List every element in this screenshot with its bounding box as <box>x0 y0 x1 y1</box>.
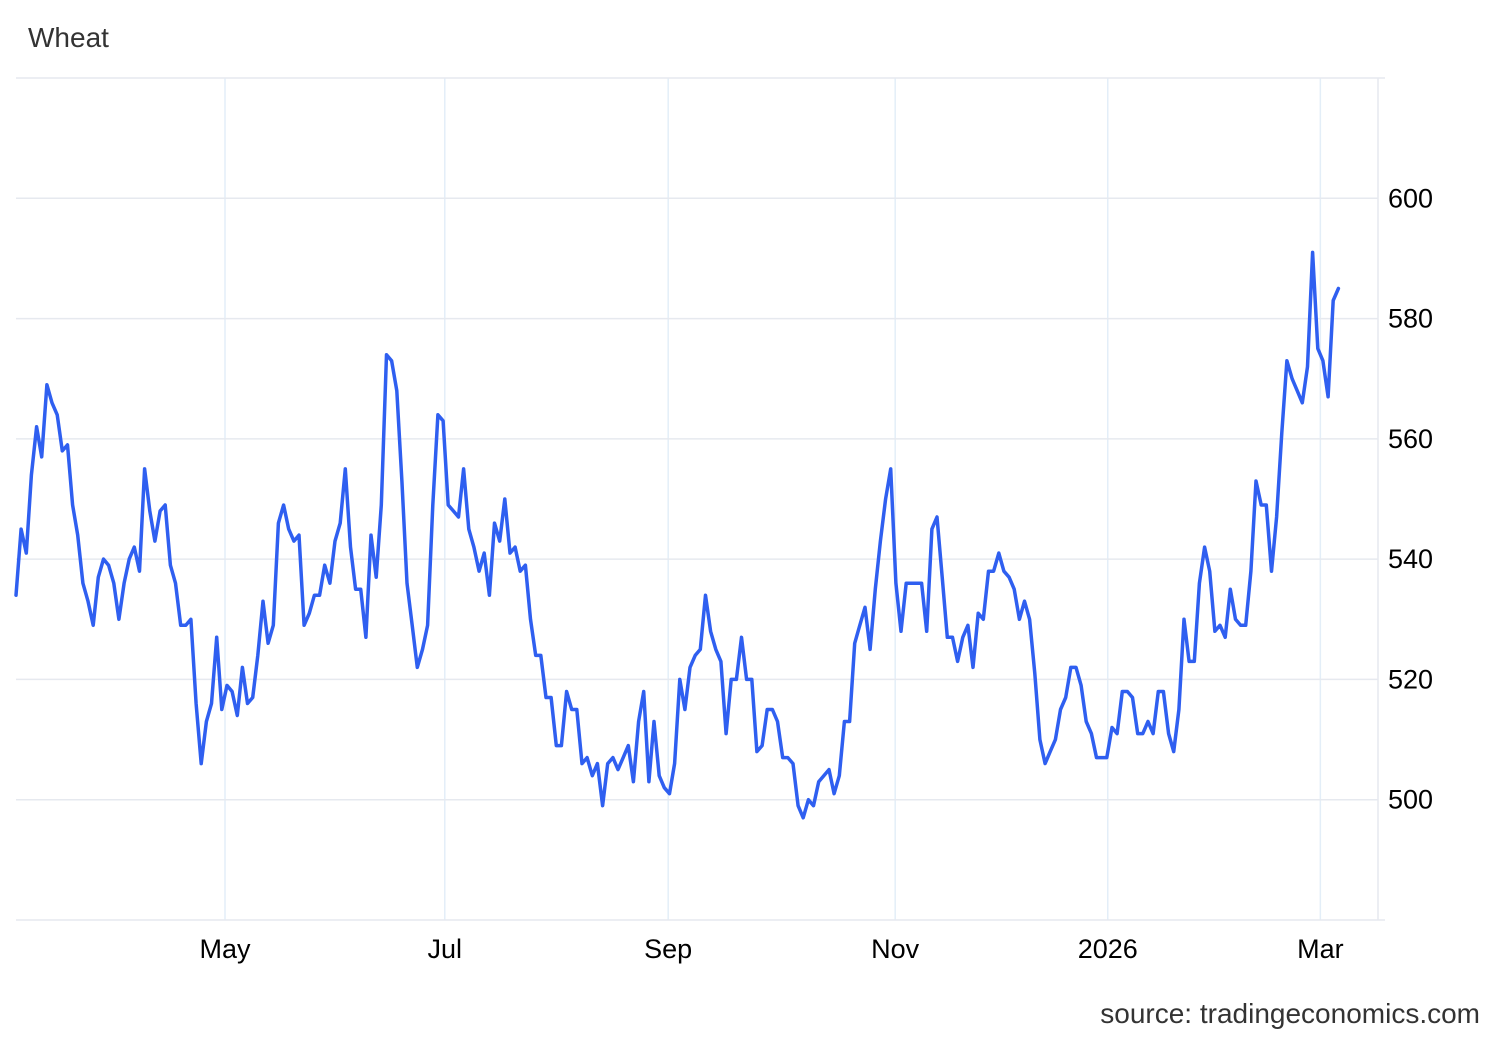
y-tick-label: 520 <box>1388 664 1433 694</box>
vertical-gridlines <box>224 78 1322 920</box>
y-tick-label: 540 <box>1388 544 1433 574</box>
x-tick-label: 2026 <box>1078 934 1138 964</box>
x-tick-label: Jul <box>428 934 463 964</box>
x-tick-label: Sep <box>644 934 692 964</box>
source-credit: source: tradingeconomics.com <box>1100 998 1480 1029</box>
y-tick-label: 600 <box>1388 183 1433 213</box>
x-tick-label: Mar <box>1297 934 1344 964</box>
x-tick-label: Nov <box>871 934 920 964</box>
y-tick-label: 560 <box>1388 424 1433 454</box>
y-tick-label: 580 <box>1388 304 1433 334</box>
plot-frame <box>16 77 1385 921</box>
x-tick-label: May <box>199 934 251 964</box>
wheat-price-line <box>14 250 1341 820</box>
chart-title: Wheat <box>28 22 109 53</box>
series-layer <box>14 250 1341 820</box>
x-axis-labels: May Jul Sep Nov 2026 Mar <box>199 934 1343 964</box>
y-tick-label: 500 <box>1388 785 1433 815</box>
y-axis-labels: 500 520 540 560 580 600 <box>1388 183 1433 814</box>
